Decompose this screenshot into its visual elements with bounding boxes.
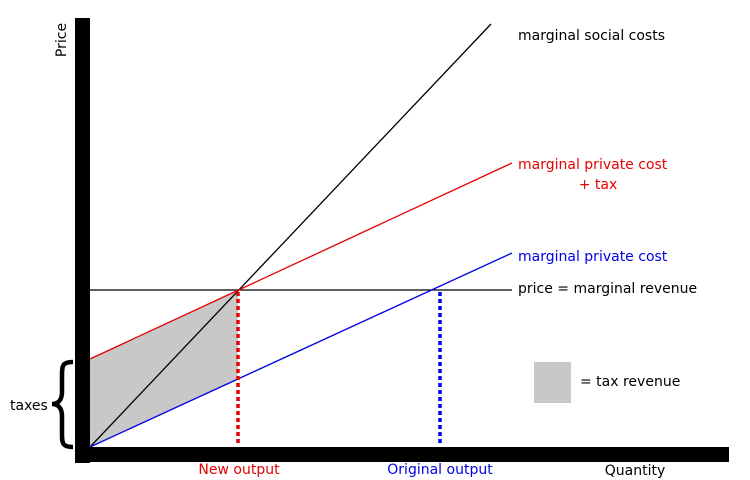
new-output-label: New output — [198, 462, 280, 478]
tax-revenue-legend-swatch — [534, 362, 571, 403]
tax-revenue-legend-label: = tax revenue — [580, 374, 680, 390]
y-axis-label: Price — [54, 23, 70, 57]
marginal-private-cost-label: marginal private cost — [518, 249, 668, 265]
x-axis-label: Quantity — [605, 463, 666, 479]
original-output-label: Original output — [387, 462, 493, 478]
marginal-social-costs-label: marginal social costs — [518, 28, 665, 44]
taxes-label: taxes — [10, 398, 48, 414]
price-marginal-revenue-label: price = marginal revenue — [518, 281, 697, 297]
marginal-private-cost-line — [89, 252, 513, 448]
taxes-brace-icon — [51, 359, 74, 450]
marginal-private-cost-plus-tax-label: marginal private cost — [518, 157, 668, 173]
marginal-private-cost-plus-tax-line — [89, 162, 513, 360]
marginal-private-cost-plus-tax-label-2: + tax — [579, 177, 618, 193]
x-axis — [75, 447, 729, 462]
marginal-social-costs-line — [89, 23, 492, 448]
y-axis — [75, 18, 90, 463]
